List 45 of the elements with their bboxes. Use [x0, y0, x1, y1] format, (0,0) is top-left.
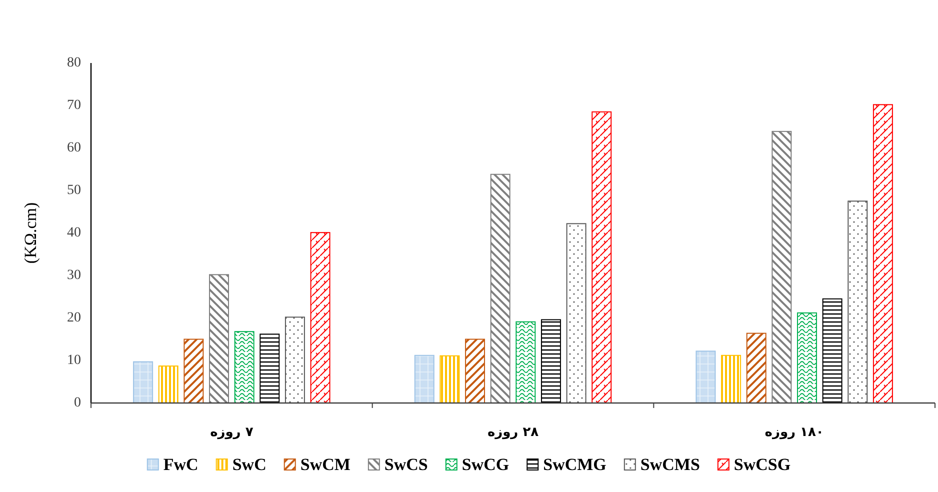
x-tick-label: ۱۸۰ روزه [764, 425, 824, 440]
legend-label: SwCMG [543, 455, 606, 474]
x-tick-label: ۲۸ روزه [487, 425, 539, 440]
bar [234, 331, 254, 404]
y-tick-label: 10 [67, 353, 81, 368]
bar [516, 321, 536, 404]
legend-label: SwCG [462, 455, 510, 474]
bar [746, 332, 766, 404]
legend-label: FwC [163, 455, 198, 474]
bar [566, 223, 586, 404]
bar [848, 200, 868, 404]
bar [465, 338, 486, 404]
bar [696, 350, 716, 404]
bar [414, 354, 434, 404]
bar [540, 319, 561, 404]
bar [822, 298, 842, 404]
legend-label: SwCS [384, 455, 428, 474]
legend-label: SwCSG [734, 455, 791, 474]
y-tick-label: 40 [67, 226, 81, 240]
y-tick-label: 30 [67, 268, 81, 283]
y-tick-label: 70 [67, 98, 81, 113]
y-axis-title: (KΩ.cm) [21, 202, 40, 264]
bar [260, 334, 280, 404]
bar [133, 361, 154, 404]
y-tick-label: 60 [67, 140, 81, 156]
legend-label: SwC [232, 455, 266, 474]
bar [592, 111, 612, 404]
bar [872, 104, 893, 404]
bar [772, 130, 792, 404]
bar [184, 338, 204, 404]
y-tick-label: 0 [74, 396, 81, 410]
bar [721, 354, 742, 404]
bar [209, 274, 229, 404]
bar [284, 316, 305, 404]
bar [440, 355, 460, 404]
bar [158, 366, 178, 404]
bar [490, 174, 510, 404]
bar [310, 232, 330, 404]
x-tick-label: ۷ روزه [210, 425, 254, 440]
bar [797, 312, 817, 404]
legend-label: SwCM [300, 455, 350, 474]
legend-label: SwCMS [640, 455, 700, 474]
y-tick-label: 80 [67, 56, 81, 70]
y-tick-label: 50 [67, 183, 81, 198]
y-tick-label: 20 [67, 310, 81, 326]
